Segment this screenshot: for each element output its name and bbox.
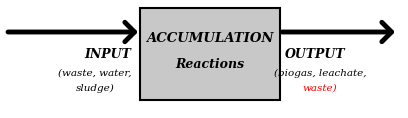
Text: OUTPUT: OUTPUT [285,48,345,61]
Text: ACCUMULATION: ACCUMULATION [146,32,274,44]
Text: sludge): sludge) [75,83,114,93]
Text: INPUT: INPUT [84,48,131,61]
Text: waste): waste) [303,84,337,93]
Text: (biogas, leachate,: (biogas, leachate, [274,68,366,78]
Text: Reactions: Reactions [175,59,244,72]
Bar [140,8,280,100]
Text: (waste, water,: (waste, water, [58,69,132,78]
